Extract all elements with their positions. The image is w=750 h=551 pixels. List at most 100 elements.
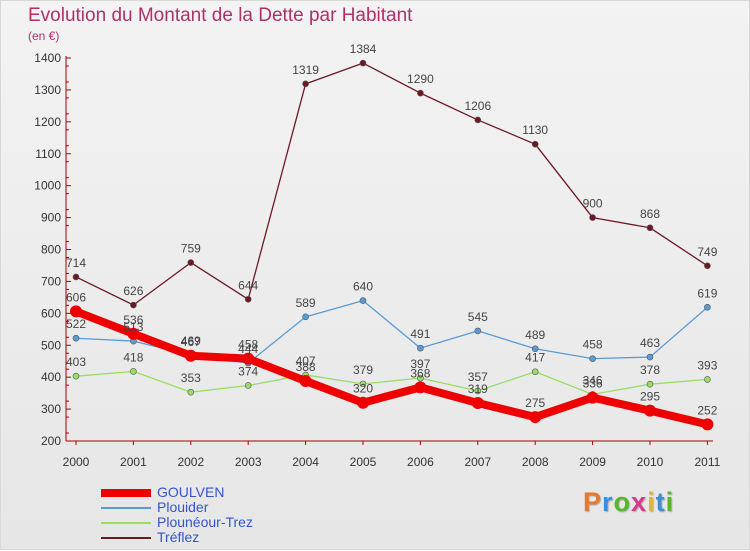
data-label: 463	[640, 336, 660, 350]
data-label: 469	[181, 334, 201, 348]
logo-letter: o	[613, 487, 632, 517]
data-point	[417, 89, 424, 97]
data-point	[589, 355, 596, 362]
data-label: 444	[238, 342, 258, 356]
data-point	[589, 214, 596, 221]
data-label: 378	[640, 363, 660, 377]
data-point	[359, 380, 367, 388]
legend-item: Tréflez	[101, 529, 351, 545]
data-label: 759	[181, 242, 201, 256]
data-label: 275	[525, 396, 545, 410]
data-label: 397	[410, 357, 430, 371]
data-label: 353	[181, 371, 201, 385]
data-label: 346	[583, 373, 603, 387]
data-label: 626	[123, 284, 143, 298]
data-point	[72, 334, 80, 342]
data-labels: 714 626 759 644 1319 1384 1290 1206 1130 900 868 74…	[66, 42, 718, 417]
data-point	[244, 382, 252, 389]
y-tick-label: 1000	[34, 179, 61, 193]
chart-title: Evolution du Montant de la Dette par Hab…	[28, 5, 413, 26]
legend-item: GOULVEN	[101, 484, 351, 500]
data-label: 868	[640, 207, 660, 221]
series-line-goulven	[72, 307, 712, 429]
data-label: 388	[296, 360, 316, 374]
data-point	[417, 344, 424, 352]
data-point	[299, 374, 312, 387]
data-label: 1206	[464, 99, 491, 113]
data-point	[130, 368, 137, 375]
data-point	[471, 397, 484, 410]
data-label: 1290	[407, 72, 434, 86]
legend-label: Plouider	[157, 499, 209, 515]
y-tick-label: 600	[41, 306, 61, 320]
legend-swatch	[101, 522, 151, 524]
data-label: 295	[640, 390, 660, 404]
axes	[65, 56, 713, 442]
data-label: 513	[123, 320, 143, 334]
chart-unit: (en €)	[28, 29, 60, 43]
data-label: 489	[525, 328, 545, 342]
data-point	[529, 411, 542, 424]
data-label: 640	[353, 280, 373, 294]
x-tick-label: 2001	[120, 455, 147, 469]
data-point	[646, 224, 654, 232]
data-label: 374	[238, 364, 258, 378]
data-point	[644, 404, 656, 417]
data-point	[701, 418, 714, 431]
y-tick-label: 900	[41, 211, 61, 225]
y-tick-label: 400	[41, 370, 61, 384]
data-point	[302, 80, 309, 88]
y-axis-ticks: 200 300 400 500 600 700 800 900 1000 1100 1200 1300…	[34, 51, 71, 448]
data-point	[474, 116, 482, 124]
data-point	[242, 352, 255, 365]
y-tick-label: 500	[41, 338, 61, 352]
data-label: 545	[468, 310, 488, 324]
y-tick-label: 700	[41, 274, 61, 288]
logo-letter: i	[665, 487, 675, 517]
data-label: 320	[353, 382, 373, 396]
series-line-tr-flez	[75, 62, 709, 306]
logo-letter: r	[602, 487, 614, 517]
data-label: 252	[697, 403, 717, 417]
data-point	[70, 305, 82, 318]
data-label: 536	[123, 313, 143, 327]
data-label: 467	[181, 335, 201, 349]
y-tick-label: 300	[41, 402, 61, 416]
legend-label: Plounéour-Trez	[157, 514, 253, 530]
data-point	[414, 381, 427, 394]
data-point	[646, 353, 654, 361]
data-point	[474, 387, 482, 395]
data-point	[244, 295, 252, 303]
data-label: 491	[410, 327, 430, 341]
x-tick-label: 2008	[522, 455, 549, 469]
y-tick-label: 1200	[34, 115, 61, 129]
legend-label: GOULVEN	[157, 484, 225, 500]
x-tick-label: 2005	[350, 455, 377, 469]
data-point	[359, 59, 367, 67]
data-label: 714	[66, 256, 86, 270]
x-tick-label: 2011	[694, 455, 720, 469]
legend-item: Plounéour-Trez	[101, 514, 351, 530]
data-label: 336	[583, 377, 603, 391]
data-point	[187, 259, 195, 266]
legend-item: Plouider	[101, 499, 351, 515]
legend: GOULVEN Plouider Plounéour-Trez Tréflez	[101, 484, 351, 545]
x-axis-ticks: 2000 2001 2002 2003 2004 2005 2006 2007 2008 2009…	[63, 441, 721, 469]
data-point	[646, 380, 654, 388]
logo-letter: x	[631, 487, 648, 517]
y-tick-label: 800	[41, 243, 61, 257]
y-tick-label: 1100	[35, 147, 61, 161]
data-label: 417	[525, 351, 545, 365]
y-tick-label: 1400	[34, 51, 61, 65]
legend-label: Tréflez	[157, 529, 200, 545]
data-point	[704, 303, 711, 311]
x-tick-label: 2000	[63, 455, 90, 469]
data-point	[531, 140, 539, 148]
data-point	[359, 297, 367, 304]
x-tick-label: 2002	[177, 455, 204, 469]
data-label: 458	[583, 338, 603, 352]
data-label: 418	[123, 350, 143, 364]
series-points	[70, 59, 714, 431]
